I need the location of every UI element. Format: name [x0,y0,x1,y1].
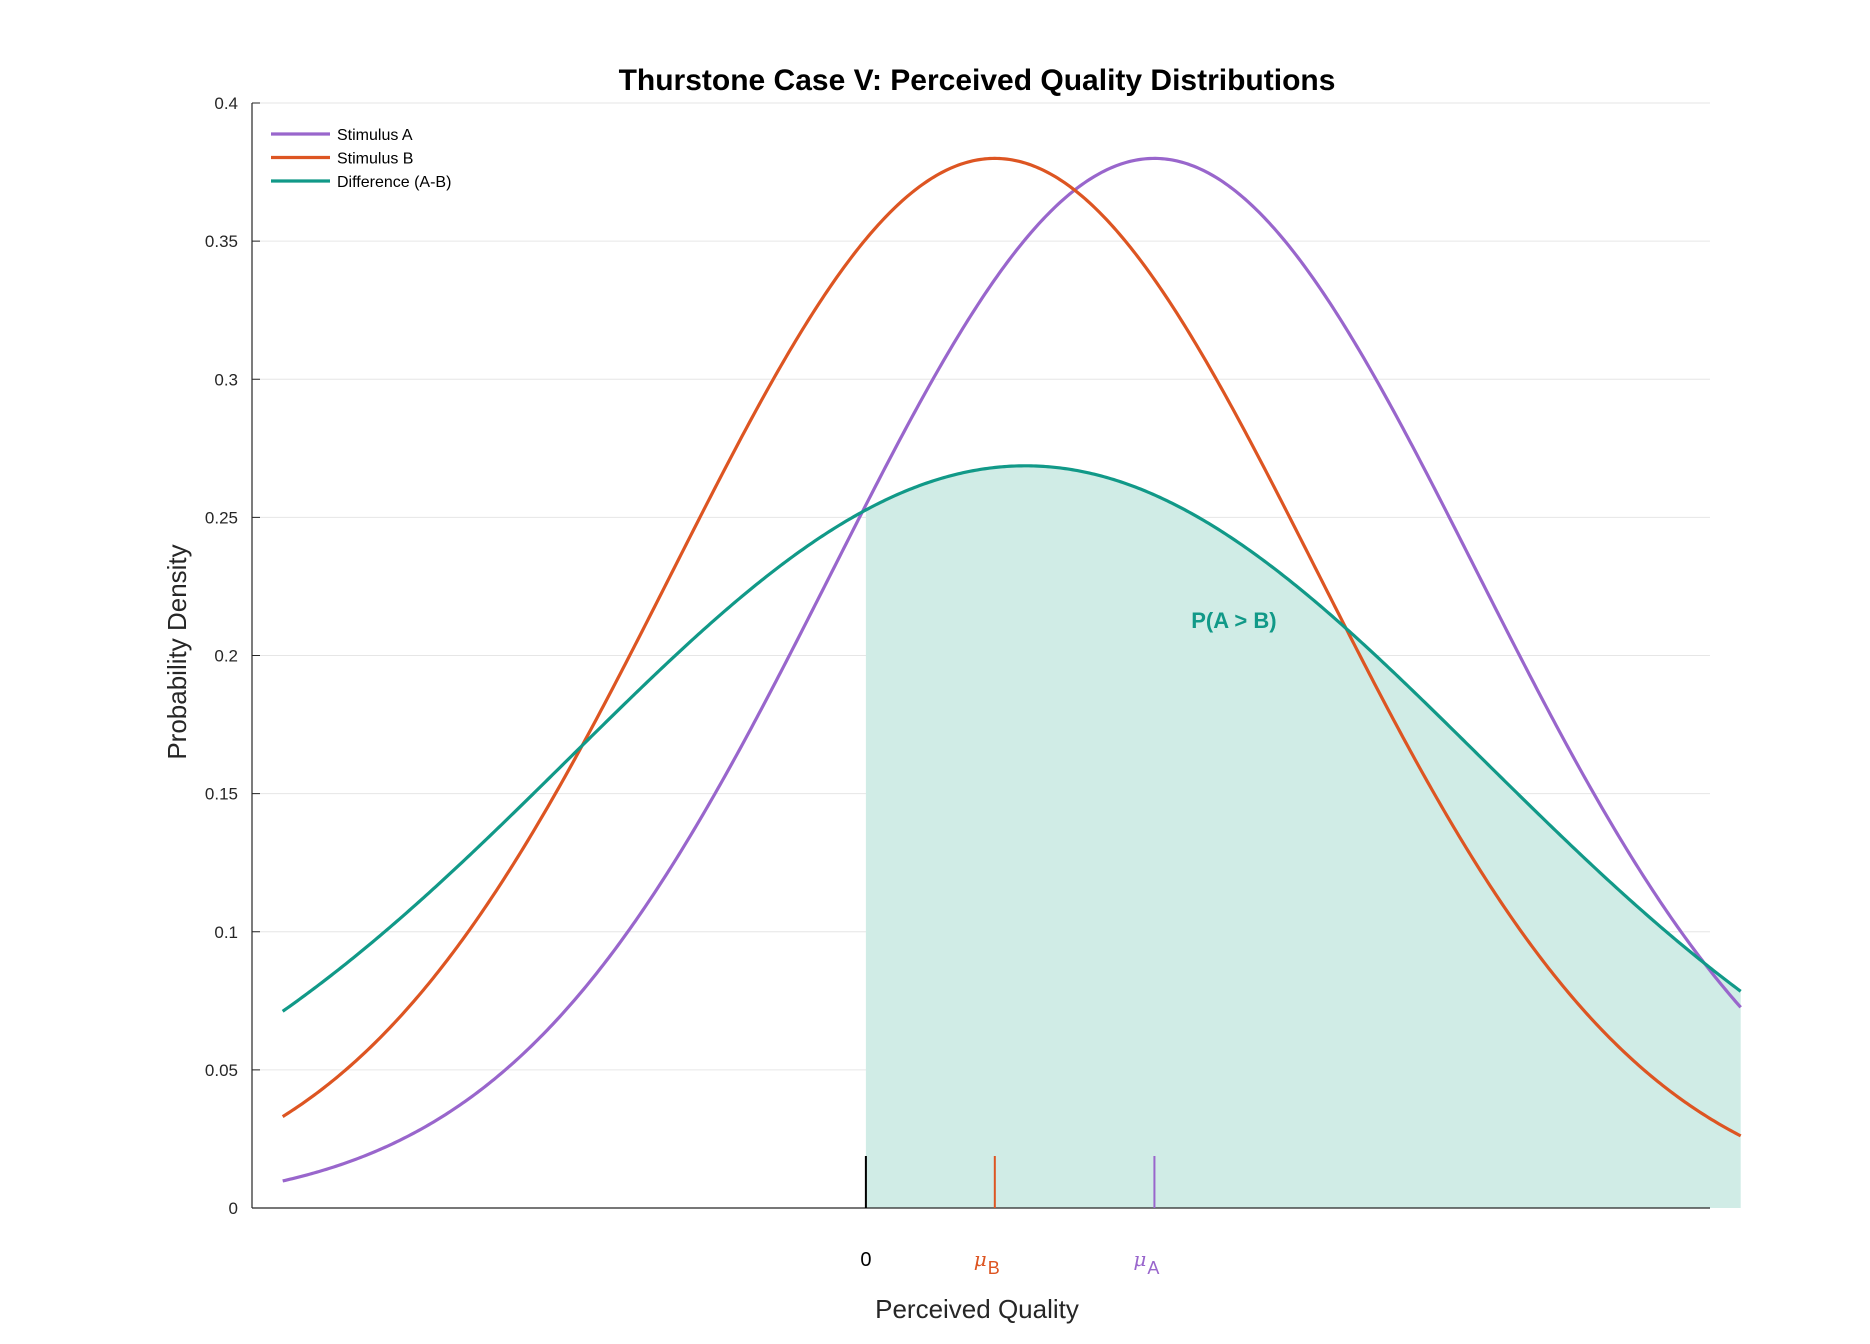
y-tick-label: 0 [229,1199,238,1218]
chart-title: Thurstone Case V: Perceived Quality Dist… [619,64,1336,97]
x-marker-label-mu-a: μA [1133,1247,1159,1278]
legend-entry: Stimulus A [337,127,413,144]
annotation-p-a-gt-b: P(A > B) [1191,608,1276,633]
y-tick-label: 0.4 [214,94,238,113]
x-marker-subscript: A [1147,1258,1159,1278]
x-marker-subscript: B [988,1258,1000,1278]
y-tick-label: 0.05 [205,1061,238,1080]
y-axis-label: Probability Density [162,544,192,759]
y-tick-label: 0.3 [214,370,238,389]
y-tick-label: 0.35 [205,232,238,251]
legend-entry: Stimulus B [337,151,413,168]
x-axis-label: Perceived Quality [875,1294,1079,1324]
series-line-stimulus-a [282,156,1742,1183]
series-lines [281,156,1742,1183]
legend: Stimulus A Stimulus B Difference (A-B) [271,127,451,191]
y-tick-label: 0.15 [205,785,238,804]
x-marker-label-mu-b: μB [974,1247,1000,1278]
y-tick-label: 0.2 [214,647,238,666]
y-tick-label: 0.25 [205,508,238,527]
series-line-difference-a-b [281,464,1742,1013]
legend-entry: Difference (A-B) [337,174,451,191]
y-tick-label: 0.1 [214,923,238,942]
series-line-stimulus-b [281,156,1742,1138]
axes: 0 0.05 0.1 0.15 0.2 0.25 0.3 0.35 0.4 [205,94,1710,1218]
x-marker-label: 0 [860,1249,871,1271]
shaded-area-p-a-gt-b [865,465,1741,1208]
